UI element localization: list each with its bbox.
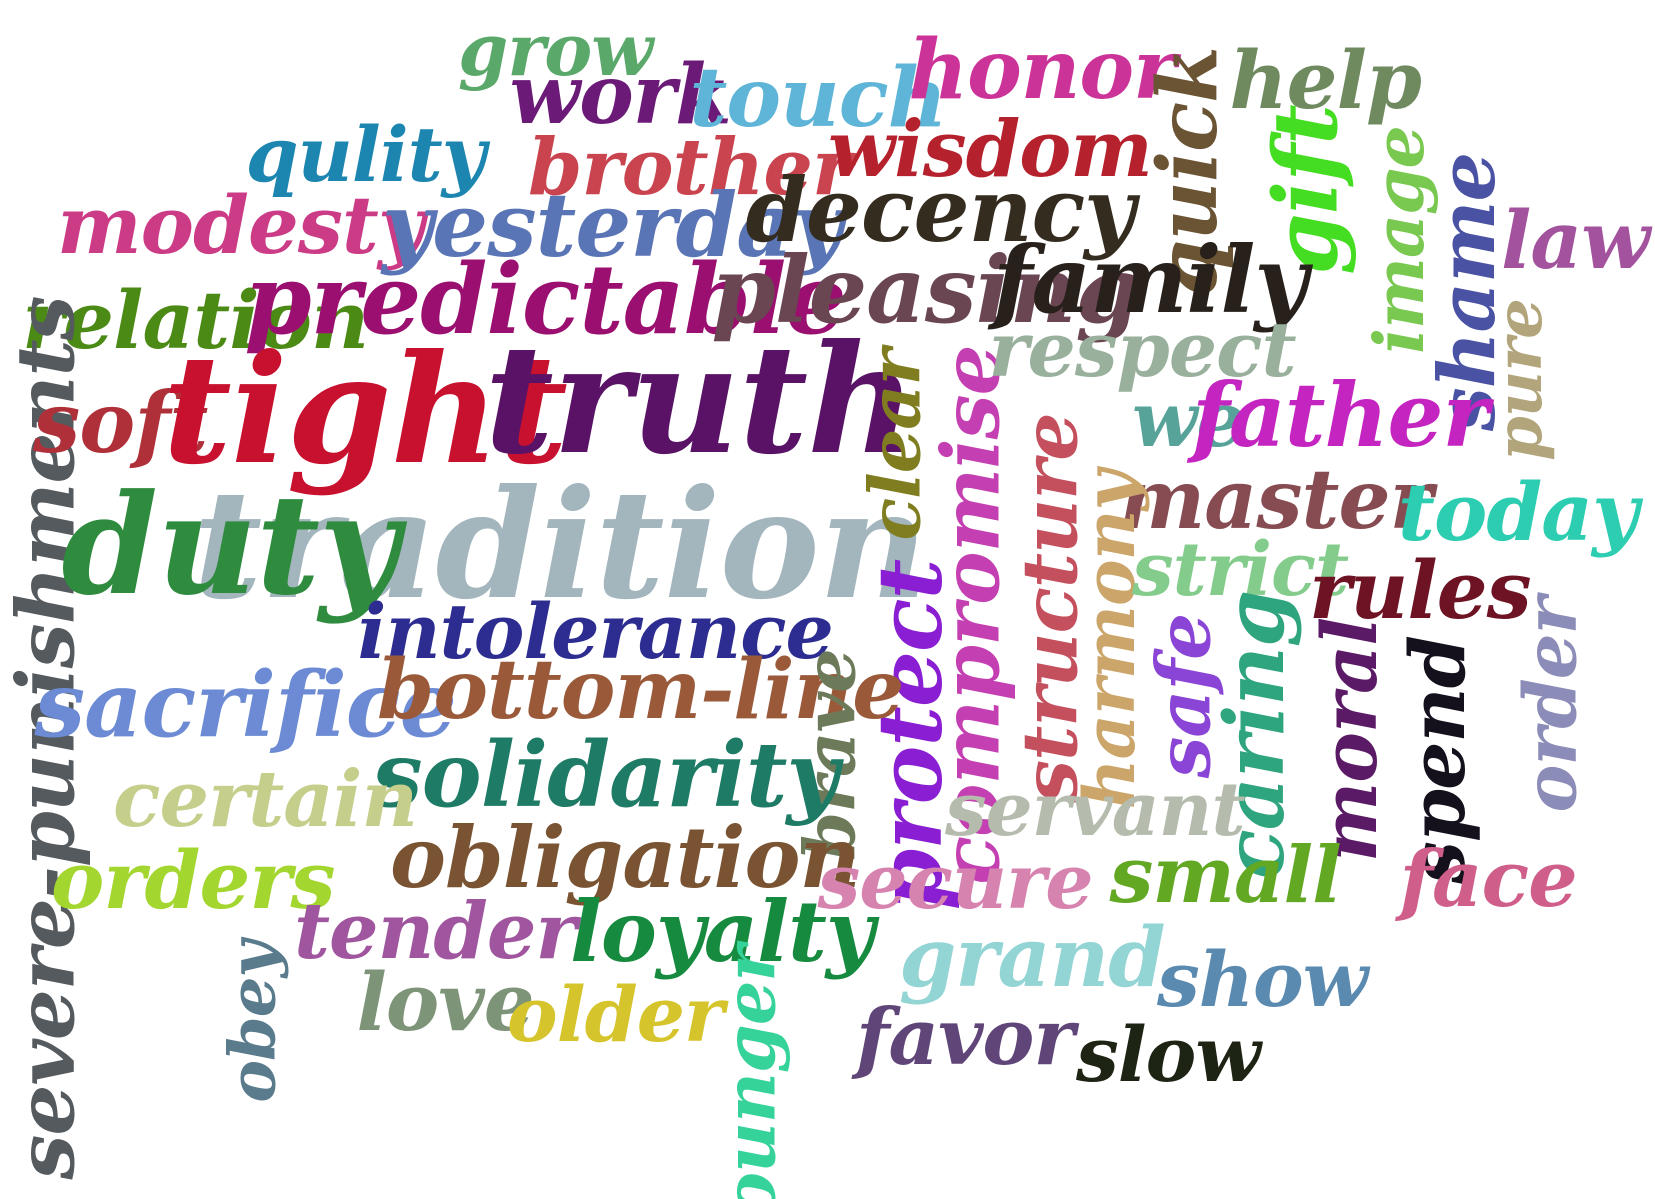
word-strict: strict	[1132, 527, 1349, 613]
word-we: we	[1132, 375, 1245, 464]
word-rules: rules	[1309, 543, 1532, 637]
word-duty: duty	[61, 463, 400, 626]
word-grand: grand	[899, 910, 1166, 1006]
word-master: master	[1118, 452, 1433, 548]
word-help: help	[1229, 33, 1422, 127]
word-face: face	[1399, 834, 1578, 925]
word-show: show	[1157, 935, 1368, 1024]
word-loyalty: loyalty	[570, 882, 875, 981]
word-respect: respect	[988, 305, 1297, 394]
word-tight: tight	[162, 322, 568, 498]
word-pure: pure	[1481, 299, 1557, 461]
word-pleasing: pleasing	[711, 236, 1140, 344]
word-wisdom: wisdom	[828, 104, 1153, 195]
word-favor: favor	[856, 992, 1075, 1083]
word-bottom-line: bottom-line	[377, 642, 904, 738]
word-soft: soft	[33, 373, 208, 472]
word-predictable: predictable	[244, 243, 847, 356]
word-tender: tender	[294, 886, 577, 977]
word-father: father	[1192, 363, 1489, 467]
word-relation: relation	[22, 273, 369, 367]
word-clear: clear	[853, 349, 936, 541]
word-servant: servant	[945, 767, 1246, 853]
word-work: work	[509, 47, 732, 143]
word-grow: grow	[458, 7, 653, 92]
word-touch: touch	[689, 50, 948, 146]
word-obey: obey	[215, 941, 291, 1103]
word-order: order	[1507, 597, 1593, 813]
word-solidarity: solidarity	[372, 722, 839, 828]
word-intolerance: intolerance	[357, 587, 834, 676]
word-family: family	[993, 226, 1308, 334]
word-yesterday: yesterday	[382, 173, 843, 277]
word-qulity: qulity	[245, 110, 486, 199]
word-today: today	[1398, 465, 1639, 559]
word-brother: brother	[528, 122, 853, 213]
word-modesty: modesty	[57, 178, 424, 272]
word-obligation: obligation	[390, 808, 861, 907]
word-moral: moral	[1305, 617, 1395, 863]
word-certain: certain	[113, 754, 418, 845]
word-honor: honor	[908, 22, 1177, 118]
word-older: older	[507, 970, 724, 1059]
word-decency: decency	[745, 158, 1136, 262]
word-love: love	[356, 955, 535, 1049]
word-younger: younger	[707, 945, 791, 1199]
word-small: small	[1109, 830, 1342, 921]
word-truth: truth	[484, 312, 917, 488]
word-harmony: harmony	[1068, 470, 1152, 810]
word-tradition: tradition	[193, 457, 928, 633]
word-orders: orders	[51, 833, 336, 927]
word-secure: secure	[817, 837, 1094, 926]
word-sacrifice: sacrifice	[34, 652, 457, 758]
word-slow: slow	[1076, 1010, 1261, 1099]
word-law: law	[1501, 193, 1650, 287]
